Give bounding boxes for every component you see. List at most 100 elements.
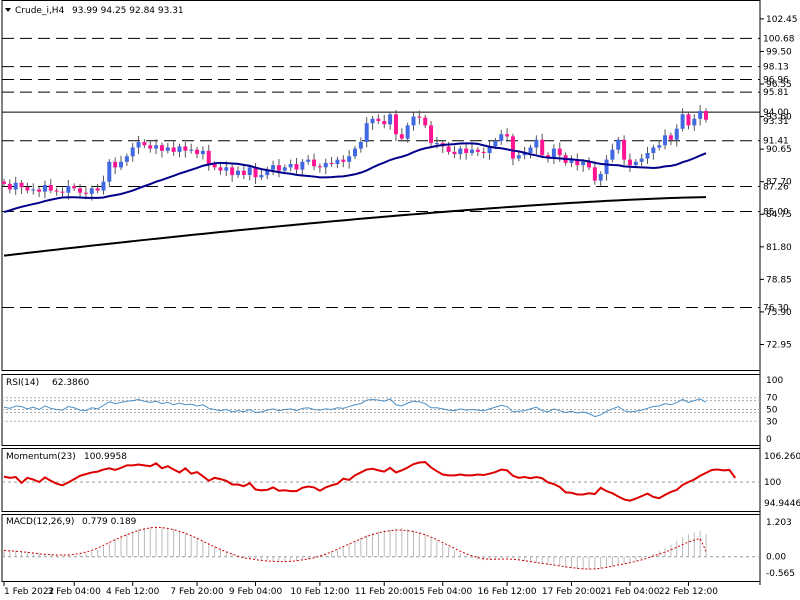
candle-body (159, 145, 164, 151)
candle-body (323, 162, 328, 168)
pane-border (1, 0, 761, 371)
candle-body (124, 156, 129, 162)
macd-tick-label: 1.203 (766, 518, 792, 528)
momentum-tick-label: 100 (764, 478, 781, 488)
candle-body (522, 152, 527, 156)
rsi-tick-label: 70 (766, 394, 778, 404)
macd-title: MACD(12,26,9) (6, 517, 74, 527)
candle-body (446, 146, 451, 152)
candle-body (259, 175, 264, 178)
candle-body (101, 181, 106, 191)
time-tick-label: 1 Feb 2022 (4, 587, 54, 597)
candle-body (692, 118, 697, 126)
candle-body (557, 148, 562, 156)
price-tick-label: 81.80 (766, 243, 792, 253)
candle-body (183, 146, 188, 151)
time-tick-label: 21 Feb 04:00 (600, 587, 659, 597)
candle-body (25, 187, 30, 191)
candle-body (247, 167, 252, 176)
candle-body (382, 120, 387, 125)
candle-body (399, 134, 404, 139)
candle-body (657, 145, 662, 148)
candle-body (581, 161, 586, 166)
candle-body (37, 189, 42, 192)
candlesticks (2, 104, 708, 201)
candle-body (393, 114, 398, 135)
level-label: 96.96 (763, 75, 789, 85)
candle-body (510, 136, 515, 159)
level-label-bg (761, 86, 797, 99)
candle-body (276, 165, 281, 171)
price-tick-label: 93.60 (766, 113, 792, 123)
momentum-pane: Momentum(23) 100.9958 106.2602 100 94.9446 (2, 452, 800, 509)
candle-body (587, 161, 591, 168)
candle-body (177, 146, 182, 152)
price-tick-label: 87.70 (766, 178, 792, 188)
candle-body (668, 135, 673, 140)
rsi-tick-label: 50 (766, 406, 778, 416)
level-label: 76.30 (763, 304, 789, 314)
candle-body (148, 145, 153, 149)
time-tick-label: 7 Feb 20:00 (170, 587, 224, 597)
slow-ma-line (3, 196, 707, 257)
candle-body (645, 152, 650, 159)
candle-body (200, 150, 205, 155)
fast-ma-line (3, 142, 707, 214)
candle-body (130, 147, 135, 157)
price-tick-label: 102.45 (766, 15, 798, 25)
candle-body (411, 116, 416, 126)
candle-body (341, 159, 346, 162)
candle-body (7, 183, 12, 190)
rsi-tick-label: 100 (766, 376, 783, 386)
time-tick-label: 17 Feb 20:00 (542, 587, 601, 597)
candle-body (265, 169, 270, 176)
current-price-bg (761, 106, 797, 119)
momentum-tick-label: 106.2602 (764, 452, 800, 462)
chevron-down-icon[interactable] (5, 8, 11, 12)
candle-body (236, 170, 240, 176)
momentum-tick-label: 94.9446 (764, 499, 800, 509)
candle-body (72, 186, 77, 189)
candle-body (89, 188, 94, 194)
candle-body (306, 159, 311, 162)
time-tick-label: 15 Feb 04:00 (413, 587, 472, 597)
candle-body (66, 186, 71, 193)
candle-body (271, 165, 276, 170)
level-label-bg (761, 60, 797, 73)
candle-body (212, 164, 217, 168)
candle-body (171, 147, 176, 152)
candle-body (376, 118, 381, 121)
candle-body (224, 167, 229, 171)
candle-body (627, 159, 632, 166)
rsi-title: RSI(14) (6, 378, 39, 388)
candle-body (358, 141, 363, 149)
current-price-label: 94.00 (763, 108, 789, 118)
candle-body (195, 149, 200, 155)
candle-body (639, 158, 644, 162)
level-label-bg (761, 32, 797, 45)
time-tick-label: 9 Feb 04:00 (229, 587, 283, 597)
moving-averages (3, 142, 707, 257)
candle-body (575, 159, 580, 166)
candle-body (241, 170, 246, 176)
candle-body (458, 148, 463, 155)
candle-body (704, 111, 708, 120)
candle-body (317, 166, 322, 168)
candle-body (119, 161, 123, 168)
level-label: 85.00 (763, 207, 789, 217)
last-price-label: 93.31 (763, 117, 789, 127)
ohlc-values: 93.99 94.25 92.84 93.31 (72, 6, 184, 16)
candle-body (300, 161, 305, 170)
macd-tick-label: -0.565 (766, 569, 795, 579)
level-label: 95.81 (763, 88, 789, 98)
candle-body (107, 161, 112, 182)
candle-body (651, 147, 656, 153)
candle-body (253, 167, 258, 178)
candle-body (622, 139, 627, 160)
macd-value: 0.779 0.189 (82, 517, 137, 527)
candle-body (335, 159, 340, 165)
price-axis: 102.45 99.50 96.55 93.60 90.65 87.70 84.75 81.8… (760, 15, 798, 350)
